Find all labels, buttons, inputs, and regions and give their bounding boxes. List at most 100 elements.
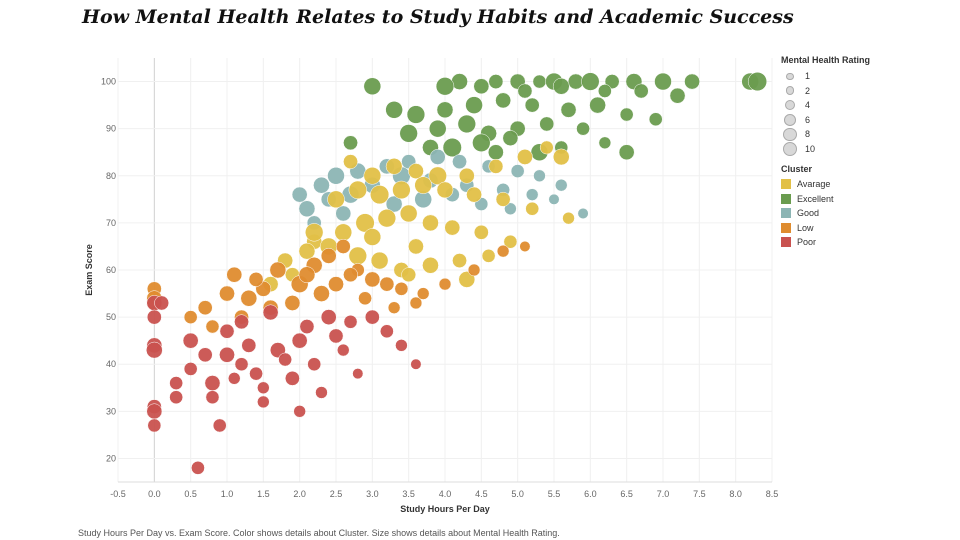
data-point-excellent [560, 101, 577, 118]
data-point-avarage [401, 267, 417, 283]
data-point-low [335, 239, 351, 254]
data-point-avarage [466, 186, 482, 203]
data-point-excellent [473, 78, 490, 95]
data-point-excellent [385, 101, 403, 119]
data-point-avarage [392, 180, 411, 200]
size-legend-item: 1 [781, 69, 870, 84]
data-point-poor [146, 403, 163, 420]
data-point-avarage [363, 167, 382, 185]
data-point-good [385, 195, 403, 213]
data-point-low [379, 276, 395, 292]
data-point-avarage [348, 246, 367, 266]
data-point-excellent [442, 137, 462, 158]
data-point-poor [291, 332, 308, 349]
size-legend-item: 4 [781, 98, 870, 113]
data-point-low [438, 277, 452, 291]
data-point-low [343, 267, 358, 283]
data-point-excellent [589, 96, 606, 114]
x-tick-label: 7.0 [657, 489, 670, 499]
data-point-low [313, 285, 330, 302]
data-point-low [394, 281, 409, 296]
data-point-poor [307, 357, 322, 372]
data-point-avarage [481, 249, 496, 263]
data-point-excellent [399, 124, 418, 143]
x-tick-label: 5.0 [511, 489, 524, 499]
data-point-poor [380, 324, 394, 339]
x-tick-label: 4.0 [439, 489, 452, 499]
cluster-swatch [781, 193, 791, 204]
data-point-excellent [487, 144, 504, 161]
size-legend-label: 1 [805, 71, 811, 82]
data-point-poor [320, 309, 337, 325]
data-point-poor [182, 332, 199, 349]
data-point-avarage [422, 256, 439, 274]
data-point-poor [146, 309, 162, 325]
data-point-excellent [539, 116, 555, 132]
x-tick-label: 5.5 [548, 489, 561, 499]
size-legend-item: 8 [781, 127, 870, 142]
data-point-avarage [298, 242, 316, 260]
data-point-poor [410, 358, 422, 370]
data-point-low [284, 295, 301, 311]
data-point-avarage [452, 253, 467, 268]
size-legend-label: 4 [805, 100, 811, 111]
data-point-excellent [428, 119, 447, 138]
data-point-low [328, 276, 344, 293]
data-point-good [504, 202, 517, 215]
x-axis-label: Study Hours Per Day [400, 504, 490, 514]
data-point-excellent [598, 136, 612, 150]
data-point-avarage [436, 181, 454, 199]
cluster-legend-item: Excellent [781, 192, 870, 207]
y-tick-label: 30 [106, 406, 116, 416]
cluster-swatch [781, 222, 791, 233]
data-point-excellent [465, 96, 483, 114]
size-legend-label: 2 [805, 85, 811, 96]
data-point-avarage [370, 251, 389, 270]
data-point-good [555, 178, 568, 192]
data-point-low [298, 266, 316, 284]
data-point-low [269, 261, 287, 279]
data-point-poor [352, 368, 364, 380]
data-point-poor [183, 362, 198, 376]
size-legend-item: 6 [781, 113, 870, 128]
data-point-avarage [327, 190, 345, 209]
data-point-avarage [334, 223, 353, 242]
data-point-good [525, 188, 539, 201]
x-tick-label: 2.0 [293, 489, 306, 499]
data-point-low [183, 310, 198, 324]
x-tick-label: 6.0 [584, 489, 597, 499]
data-point-avarage [370, 185, 390, 205]
cluster-swatch [781, 179, 791, 190]
cluster-legend-item: Good [781, 206, 870, 221]
data-point-good [577, 207, 589, 219]
size-legend-circle [784, 100, 796, 111]
data-point-low [387, 301, 401, 314]
cluster-legend-item: Low [781, 221, 870, 236]
data-point-excellent [747, 72, 767, 92]
data-point-good [327, 167, 345, 185]
data-point-excellent [654, 72, 672, 91]
size-legend-label: 8 [805, 129, 811, 140]
data-point-poor [219, 346, 235, 363]
legend: Mental Health Rating 1 2 4 6 8 10 Cluster Ava… [781, 55, 870, 250]
data-point-good [510, 164, 525, 178]
data-point-excellent [604, 74, 620, 89]
y-axis-label: Exam Score [84, 244, 94, 296]
y-tick-label: 70 [106, 218, 116, 228]
cluster-legend-label: Poor [797, 237, 817, 248]
cluster-legend-title: Cluster [781, 164, 813, 174]
data-point-excellent [567, 73, 584, 90]
data-point-excellent [457, 114, 476, 134]
data-point-low [467, 263, 481, 277]
data-point-avarage [428, 166, 447, 185]
data-point-excellent [684, 73, 700, 90]
data-point-low [519, 240, 531, 252]
size-legend-circle [786, 72, 794, 80]
data-point-poor [197, 347, 213, 363]
data-point-avarage [552, 148, 570, 166]
y-tick-label: 40 [106, 359, 116, 369]
x-tick-label: 0.0 [148, 489, 161, 499]
data-point-avarage [363, 228, 382, 246]
data-point-avarage [399, 204, 418, 223]
